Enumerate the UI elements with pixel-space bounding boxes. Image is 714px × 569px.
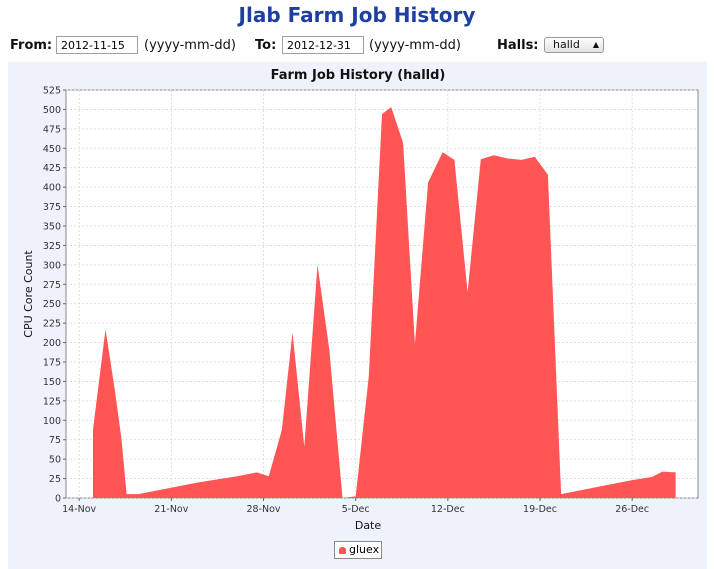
y-tick-label: 150 [43,377,61,388]
x-tick-label: 14-Nov [62,504,96,515]
x-axis: 14-Nov 21-Nov 28-Nov 5-Dec 12-Dec 19-Dec 26-De… [62,498,649,515]
halls-select-value: halld [553,38,580,51]
x-tick-label: 26-Dec [615,504,649,515]
y-tick-label: 500 [43,105,61,116]
to-date-input[interactable] [282,36,364,54]
x-tick-label: 5-Dec [342,504,370,515]
x-axis-label: Date [355,519,382,532]
y-tick-label: 425 [43,163,61,174]
y-tick-label: 75 [49,435,61,446]
y-tick-label: 275 [43,280,61,291]
to-label: To: [255,38,277,53]
y-tick-label: 175 [43,358,61,369]
y-tick-label: 375 [43,202,61,213]
to-format-hint: (yyyy-mm-dd) [369,38,461,53]
y-axis-label: CPU Core Count [22,250,35,338]
select-arrow-icon: ▲︎ [592,40,599,49]
x-tick-label: 28-Nov [246,504,280,515]
y-tick-label: 125 [43,396,61,407]
x-tick-label: 12-Dec [431,504,465,515]
y-tick-label: 0 [55,494,61,505]
y-tick-label: 100 [43,416,61,427]
y-tick-label: 325 [43,241,61,252]
chart-title: Farm Job History (halld) [271,68,446,83]
x-tick-label: 21-Nov [154,504,188,515]
x-tick-label: 19-Dec [523,504,557,515]
y-tick-label: 25 [49,474,61,485]
y-tick-label: 450 [43,144,61,155]
y-axis: 0 25 50 75 100 125 150 175 200 225 250 275 300 325 350… [43,86,66,505]
date-range-form: From: (yyyy-mm-dd) To: (yyyy-mm-dd) Hall… [10,36,710,56]
y-tick-label: 300 [43,260,61,271]
legend-swatch-gluex [339,547,346,554]
y-tick-label: 350 [43,222,61,233]
from-label: From: [10,38,53,53]
y-tick-label: 525 [43,86,61,97]
y-tick-label: 250 [43,299,61,310]
y-tick-label: 225 [43,319,61,330]
legend-label-gluex: gluex [349,543,380,556]
from-format-hint: (yyyy-mm-dd) [144,38,236,53]
y-tick-label: 50 [49,455,61,466]
halls-select[interactable]: halld ▲︎ [544,37,604,53]
from-date-input[interactable] [56,36,138,54]
page-title: Jlab Farm Job History [238,3,476,27]
halls-label: Halls: [497,38,539,53]
y-tick-label: 400 [43,183,61,194]
chart-legend: gluex [334,541,382,559]
y-tick-label: 475 [43,124,61,135]
series-area-gluex [93,107,676,498]
y-tick-label: 200 [43,338,61,349]
